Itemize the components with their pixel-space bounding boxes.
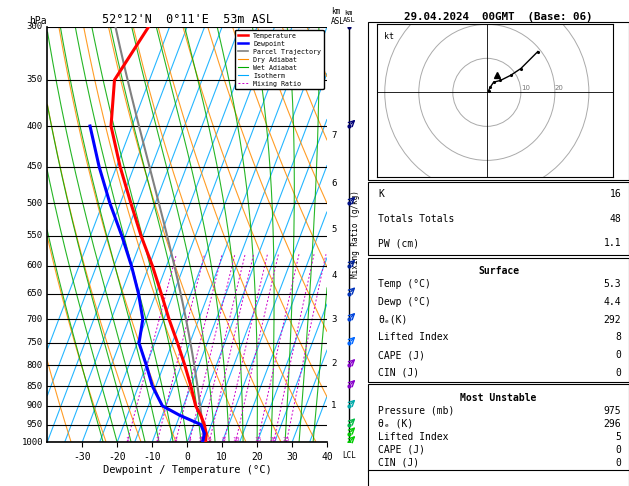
Text: hPa: hPa: [29, 16, 47, 26]
Text: 850: 850: [27, 382, 43, 391]
Title: 52°12'N  0°11'E  53m ASL: 52°12'N 0°11'E 53m ASL: [102, 13, 272, 26]
Text: Lifted Index: Lifted Index: [379, 432, 449, 442]
Text: 975: 975: [604, 406, 621, 416]
Text: Totals Totals: Totals Totals: [379, 214, 455, 224]
Text: Temp (°C): Temp (°C): [379, 279, 431, 289]
Bar: [368, 22, 629, 180]
Text: 6: 6: [208, 437, 211, 442]
Text: PW (cm): PW (cm): [379, 238, 420, 248]
Bar: [368, 182, 629, 255]
Text: 5: 5: [615, 432, 621, 442]
Text: 600: 600: [27, 261, 43, 270]
Text: 500: 500: [27, 199, 43, 208]
Text: LCL: LCL: [342, 451, 356, 460]
Text: 1.1: 1.1: [604, 238, 621, 248]
Text: 25: 25: [282, 437, 290, 442]
Text: km
ASL: km ASL: [331, 7, 345, 26]
Text: Surface: Surface: [478, 266, 519, 277]
Text: 0: 0: [615, 445, 621, 455]
Text: Dewp (°C): Dewp (°C): [379, 297, 431, 307]
Text: 950: 950: [27, 420, 43, 429]
Text: 6: 6: [331, 178, 337, 188]
Text: 292: 292: [604, 315, 621, 325]
Bar: [368, 384, 629, 471]
Text: θₑ (K): θₑ (K): [379, 418, 414, 429]
Text: 1000: 1000: [21, 438, 43, 447]
Text: 650: 650: [27, 289, 43, 298]
Text: 8: 8: [615, 332, 621, 342]
Text: 48: 48: [610, 214, 621, 224]
Text: 0: 0: [615, 458, 621, 468]
Text: 4.4: 4.4: [604, 297, 621, 307]
Text: 0: 0: [615, 368, 621, 378]
Text: 5: 5: [331, 225, 337, 234]
Text: Pressure (mb): Pressure (mb): [379, 406, 455, 416]
Text: K: K: [379, 190, 384, 199]
Text: km
ASL: km ASL: [342, 10, 355, 22]
Text: 2: 2: [331, 359, 337, 367]
Text: 0: 0: [615, 350, 621, 360]
Text: 300: 300: [27, 22, 43, 31]
Text: 8: 8: [222, 437, 226, 442]
Text: 20: 20: [270, 437, 277, 442]
Text: 900: 900: [27, 401, 43, 410]
Text: 3: 3: [331, 315, 337, 324]
Text: 296: 296: [604, 418, 621, 429]
Text: CIN (J): CIN (J): [379, 368, 420, 378]
Text: Most Unstable: Most Unstable: [460, 393, 537, 403]
Text: 10: 10: [521, 85, 530, 90]
Text: kt: kt: [384, 32, 394, 41]
Text: 4: 4: [331, 271, 337, 280]
Text: 29.04.2024  00GMT  (Base: 06): 29.04.2024 00GMT (Base: 06): [404, 12, 593, 22]
X-axis label: Dewpoint / Temperature (°C): Dewpoint / Temperature (°C): [103, 465, 272, 475]
Text: 5.3: 5.3: [604, 279, 621, 289]
Text: 2: 2: [155, 437, 159, 442]
Text: 7: 7: [331, 131, 337, 139]
Text: 750: 750: [27, 338, 43, 347]
Text: 15: 15: [253, 437, 261, 442]
Bar: [368, 258, 629, 382]
Text: 400: 400: [27, 122, 43, 131]
Text: θₑ(K): θₑ(K): [379, 315, 408, 325]
Text: Mixing Ratio (g/kg): Mixing Ratio (g/kg): [350, 191, 360, 278]
Text: CAPE (J): CAPE (J): [379, 445, 425, 455]
Text: Hodograph: Hodograph: [472, 167, 525, 177]
Legend: Temperature, Dewpoint, Parcel Trajectory, Dry Adiabat, Wet Adiabat, Isotherm, Mi: Temperature, Dewpoint, Parcel Trajectory…: [235, 30, 324, 89]
Text: 16: 16: [610, 190, 621, 199]
Text: 3: 3: [174, 437, 177, 442]
Text: 450: 450: [27, 162, 43, 171]
Text: CIN (J): CIN (J): [379, 458, 420, 468]
Text: Lifted Index: Lifted Index: [379, 332, 449, 342]
Text: 550: 550: [27, 231, 43, 241]
Text: 5: 5: [198, 437, 202, 442]
Text: 800: 800: [27, 361, 43, 370]
Text: 1: 1: [331, 401, 337, 410]
Text: 1: 1: [125, 437, 129, 442]
Bar: [368, 470, 629, 486]
Text: 20: 20: [555, 85, 564, 90]
Text: CAPE (J): CAPE (J): [379, 350, 425, 360]
Text: 10: 10: [232, 437, 240, 442]
Text: 4: 4: [187, 437, 191, 442]
Text: 350: 350: [27, 75, 43, 85]
Text: 700: 700: [27, 314, 43, 324]
